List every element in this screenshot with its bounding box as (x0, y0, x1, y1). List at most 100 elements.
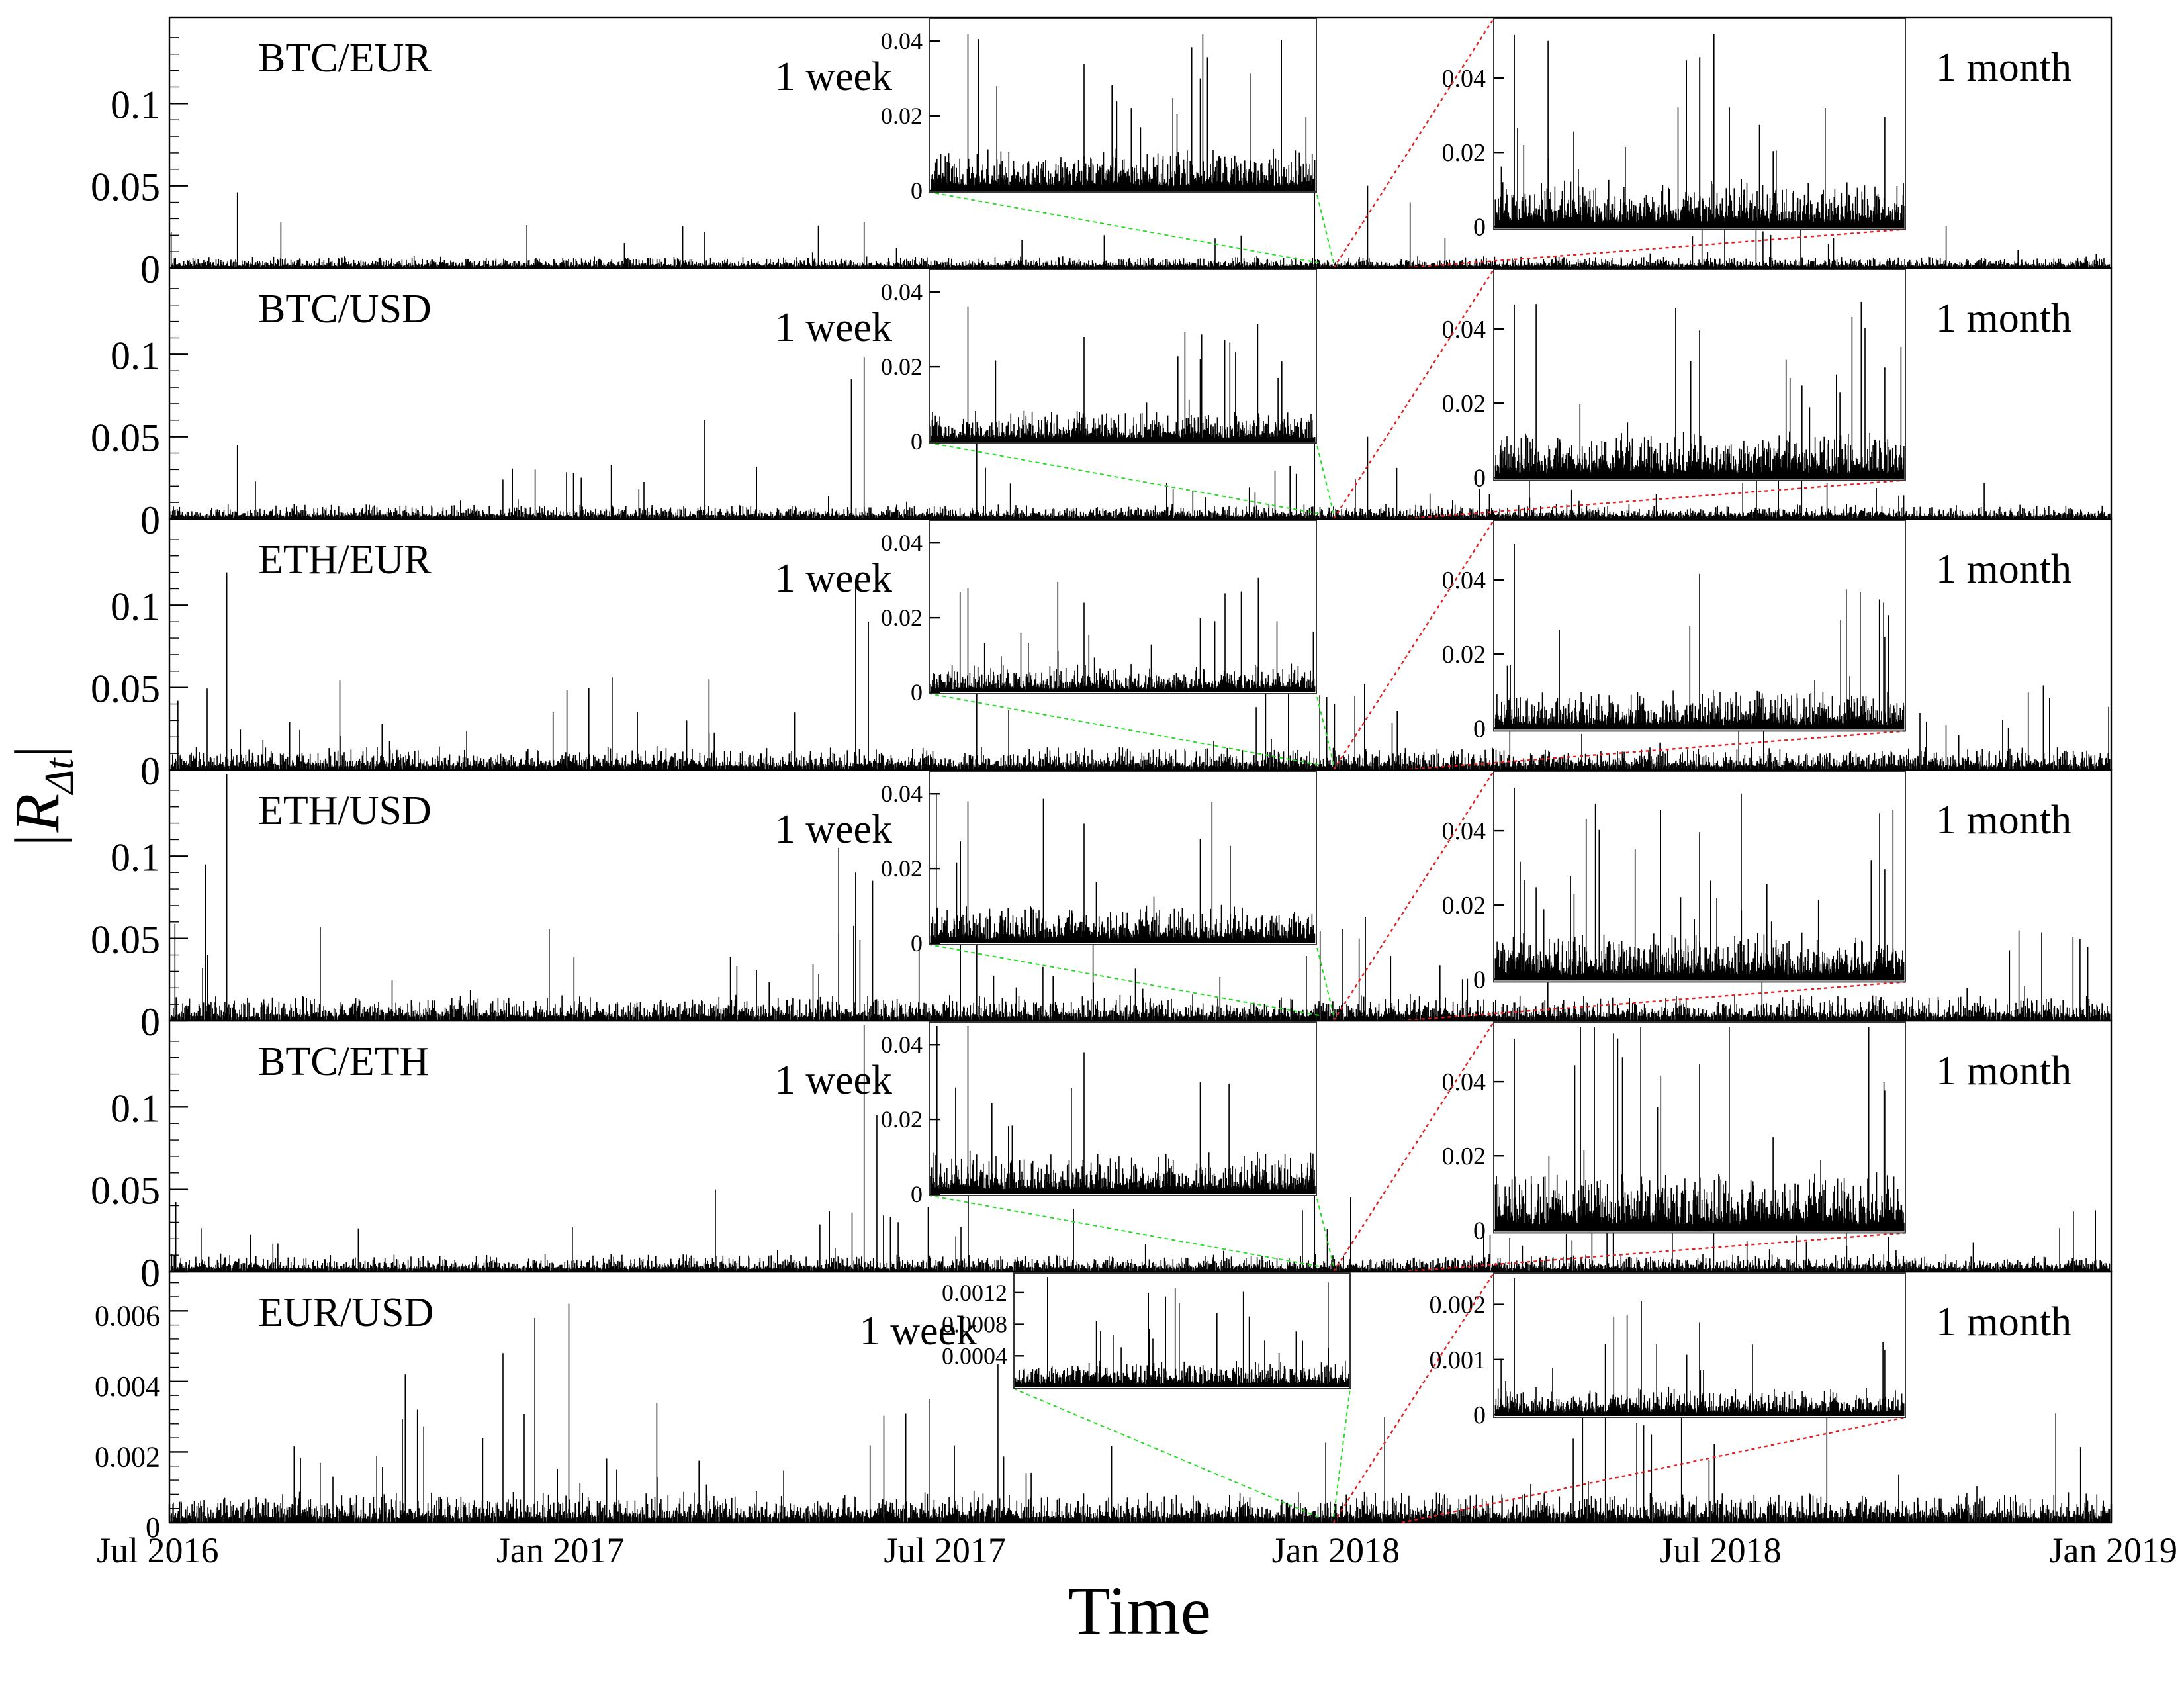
month-inset-label: 1 month (1936, 45, 2071, 90)
week-inset-y-tick-label: 0.02 (881, 855, 923, 882)
month-inset-label: 1 month (1936, 1299, 2071, 1344)
week-connector (1013, 1388, 1320, 1518)
month-inset-border (1493, 1021, 1906, 1234)
month-inset-y-tick-label: 0 (1473, 966, 1486, 994)
x-tick-label: Jul 2017 (884, 1530, 1006, 1570)
noise-spikes (930, 1026, 1316, 1194)
y-tick-label: 0.004 (95, 1370, 160, 1403)
month-connector (1401, 1232, 1906, 1273)
panel-label: ETH/USD (258, 788, 432, 833)
x-tick-label: Jan 2018 (1272, 1530, 1400, 1570)
month-inset-y-tick-label: 0.02 (1442, 892, 1486, 919)
month-inset-border (1493, 269, 1906, 481)
month-inset-label: 1 month (1936, 798, 2071, 843)
month-inset-border (1493, 520, 1906, 732)
week-connector (929, 191, 1319, 263)
noise-spikes (1494, 793, 1905, 981)
y-tick-label: 0 (140, 1000, 160, 1044)
noise-spikes (930, 794, 1316, 943)
month-inset: 00.020.04 1 month (1442, 1021, 2071, 1244)
week-inset: 0 0.02 0.041 week (775, 1021, 1317, 1207)
week-inset-y-tick-label: 0.0004 (942, 1342, 1007, 1369)
week-connector (929, 442, 1319, 514)
week-inset-frame (1013, 1272, 1351, 1389)
y-tick-label: 0.1 (111, 835, 160, 879)
month-inset-y-tick-label: 0 (1473, 464, 1486, 492)
y-tick-label: 0.1 (111, 1086, 160, 1130)
week-inset-frame (929, 269, 1317, 444)
panel-label: BTC/USD (258, 287, 432, 332)
y-tick-label: 0 (146, 1511, 160, 1544)
week-inset-label: 1 week (775, 556, 892, 601)
month-inset-y-tick-label: 0 (1473, 213, 1486, 241)
month-connector (1401, 981, 1906, 1022)
panel-label: ETH/EUR (258, 538, 432, 583)
week-connector (1316, 693, 1335, 765)
month-inset-border (1493, 771, 1906, 983)
month-inset: 00.020.04 1 month (1442, 269, 2071, 492)
y-tick-label: 0.05 (91, 918, 160, 962)
week-inset-label: 1 week (860, 1309, 977, 1354)
noise-spikes (930, 577, 1316, 692)
noise-spikes (170, 461, 2111, 518)
x-axis: Jul 2016 Jan 2017 Jul 2017 Jan 2018 Jul 2018… (97, 1504, 2177, 1570)
y-axis-label-main: |R (1, 794, 72, 850)
month-inset-border (1493, 18, 1906, 230)
week-connector (929, 1195, 1319, 1267)
y-axis-label: |RΔt| (1, 745, 82, 850)
y-tick-label: 0.002 (95, 1440, 160, 1473)
week-connector (1333, 1388, 1351, 1518)
y-tick-label: 0.05 (91, 1169, 160, 1213)
y-tick-label: 0.05 (91, 667, 160, 711)
week-inset-y-tick-label: 0.0008 (942, 1311, 1007, 1338)
month-connector (1401, 479, 1906, 520)
month-inset-label: 1 month (1936, 296, 2071, 341)
week-inset-y-tick-label: 0.0012 (942, 1280, 1007, 1306)
week-inset: 0 0.02 0.041 week (775, 269, 1317, 455)
week-inset-y-tick-label: 0.04 (881, 279, 923, 305)
week-inset-y-tick-label: 0 (911, 428, 923, 455)
month-inset: 00.020.04 1 month (1442, 520, 2071, 743)
month-inset-y-tick-label: 0 (1473, 715, 1486, 743)
y-tick-label: 0.1 (111, 83, 160, 126)
month-inset-y-tick-label: 0.02 (1442, 641, 1486, 669)
week-inset-y-tick-label: 0.04 (881, 530, 923, 556)
noise-spikes (170, 917, 2111, 1020)
x-tick-label: Jul 2016 (97, 1530, 219, 1570)
week-connector (1316, 442, 1335, 514)
week-inset-border (929, 18, 1317, 193)
week-inset: 0 0.02 0.041 week (775, 771, 1317, 957)
panel-label: BTC/ETH (258, 1039, 429, 1084)
noise-spikes (1494, 1027, 1905, 1232)
month-connector (1333, 18, 1495, 269)
noise-spikes (931, 34, 1316, 191)
noise-spikes (1494, 1301, 1905, 1416)
week-inset-y-tick-label: 0 (911, 679, 923, 706)
week-inset-y-tick-label: 0 (911, 930, 923, 957)
noise-spikes (170, 1202, 2111, 1271)
panel-label: BTC/EUR (258, 36, 432, 81)
week-inset: 0 0.02 0.041 week (775, 18, 1317, 204)
month-inset: 00.020.04 1 month (1442, 771, 2071, 994)
week-inset-y-tick-label: 0.02 (881, 604, 923, 631)
week-inset-border (929, 520, 1317, 694)
month-inset: 00.020.04 1 month (1442, 18, 2071, 241)
month-inset-y-tick-label: 0.002 (1430, 1291, 1486, 1319)
month-connector (1333, 771, 1495, 1021)
svg-text:|RΔt|: |RΔt| (1, 745, 82, 850)
noise-spikes (1494, 34, 1905, 228)
x-tick-label: Jul 2018 (1659, 1530, 1782, 1570)
x-tick-label: Jan 2019 (2050, 1530, 2177, 1570)
month-inset-y-tick-label: 0 (1473, 1401, 1486, 1429)
y-tick-label: 0 (140, 498, 160, 542)
y-axis-label-close: | (1, 745, 72, 758)
panel-label: EUR/USD (258, 1290, 433, 1335)
month-connector (1333, 269, 1495, 520)
noise-spikes (1494, 589, 1905, 730)
week-inset-border (1013, 1272, 1351, 1389)
week-inset-border (929, 1021, 1317, 1196)
